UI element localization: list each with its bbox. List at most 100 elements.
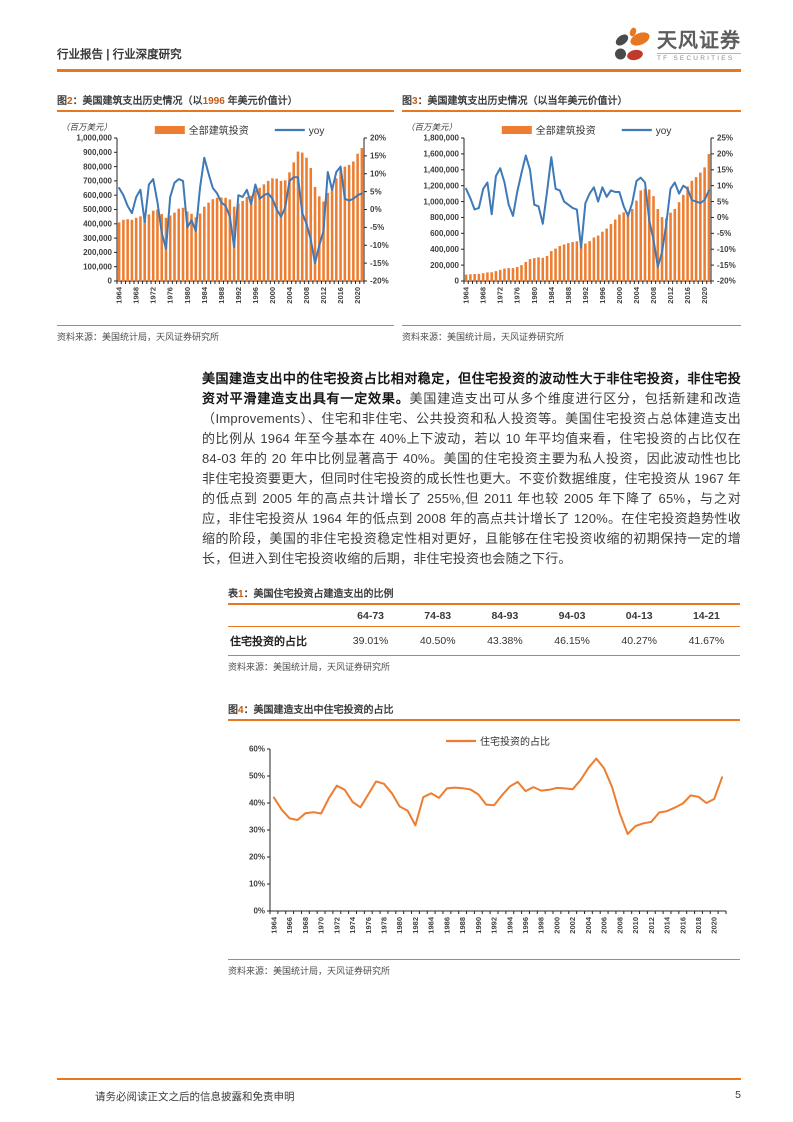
svg-text:1972: 1972 xyxy=(496,287,505,304)
table-col-header: 64-73 xyxy=(337,605,405,627)
figure-3-caption-text: 图3：美国建筑支出历史情况（以当年美元价值计） xyxy=(402,96,628,107)
svg-text:1996: 1996 xyxy=(598,287,607,304)
table-col-header: 74-83 xyxy=(404,605,472,627)
svg-text:1994: 1994 xyxy=(505,916,514,934)
page-header: 行业报告 | 行业深度研究 天风证券 TF SECURITIES xyxy=(57,0,741,72)
svg-text:yoy: yoy xyxy=(309,126,325,137)
svg-text:-15%: -15% xyxy=(370,259,389,268)
figure-3-source: 资料来源：美国统计局，天风证券研究所 xyxy=(402,325,741,343)
svg-text:1992: 1992 xyxy=(490,917,499,934)
table-cell-value: 43.38% xyxy=(471,626,539,656)
svg-text:600,000: 600,000 xyxy=(83,191,112,200)
table-1-caption-text: 表1：美国住宅投资占建造支出的比例 xyxy=(228,589,394,600)
svg-text:1978: 1978 xyxy=(380,917,389,934)
svg-text:2004: 2004 xyxy=(584,916,593,934)
svg-text:20%: 20% xyxy=(370,134,386,143)
table-header-row: 64-73 74-83 84-93 94-03 04-13 14-21 xyxy=(228,605,740,627)
svg-text:1976: 1976 xyxy=(166,287,175,304)
svg-text:1966: 1966 xyxy=(285,917,294,934)
svg-text:2008: 2008 xyxy=(649,287,658,304)
svg-text:1998: 1998 xyxy=(537,917,546,934)
svg-text:-10%: -10% xyxy=(370,241,389,250)
svg-text:100,000: 100,000 xyxy=(83,262,112,271)
svg-text:1968: 1968 xyxy=(479,287,488,304)
svg-text:1,000,000: 1,000,000 xyxy=(423,197,459,206)
svg-text:住宅投资的占比: 住宅投资的占比 xyxy=(480,735,550,748)
svg-text:30%: 30% xyxy=(249,826,265,835)
svg-text:1984: 1984 xyxy=(200,286,209,304)
tf-securities-logo: 天风证券 TF SECURITIES xyxy=(612,26,741,66)
table-cell-value: 40.27% xyxy=(605,626,673,656)
svg-text:40%: 40% xyxy=(249,799,265,808)
svg-text:2020: 2020 xyxy=(700,287,709,304)
svg-text:全部建筑投资: 全部建筑投资 xyxy=(536,124,596,137)
svg-text:2012: 2012 xyxy=(666,287,675,304)
svg-text:2016: 2016 xyxy=(336,287,345,304)
svg-text:2000: 2000 xyxy=(552,917,561,934)
figure-4-caption: 图4：美国建造支出中住宅投资的占比 xyxy=(228,701,740,721)
svg-text:400,000: 400,000 xyxy=(430,245,459,254)
table-cell-value: 40.50% xyxy=(404,626,472,656)
svg-text:20%: 20% xyxy=(717,150,733,159)
svg-text:1992: 1992 xyxy=(581,287,590,304)
table-col-header: 94-03 xyxy=(538,605,606,627)
svg-text:2002: 2002 xyxy=(568,917,577,934)
svg-text:yoy: yoy xyxy=(656,126,672,137)
svg-text:800,000: 800,000 xyxy=(83,162,112,171)
brand-name-en: TF SECURITIES xyxy=(657,52,741,62)
table-row-label: 住宅投资的占比 xyxy=(228,626,337,656)
svg-text:-5%: -5% xyxy=(717,229,731,238)
svg-text:200,000: 200,000 xyxy=(83,248,112,257)
svg-text:20%: 20% xyxy=(249,853,265,862)
svg-text:600,000: 600,000 xyxy=(430,229,459,238)
svg-text:700,000: 700,000 xyxy=(83,177,112,186)
svg-text:2020: 2020 xyxy=(710,917,719,934)
svg-text:5%: 5% xyxy=(370,187,382,196)
svg-text:2014: 2014 xyxy=(663,916,672,934)
svg-text:1970: 1970 xyxy=(317,917,326,934)
figure-2-source: 资料来源：美国统计局，天风证券研究所 xyxy=(57,325,394,343)
table-cell-value: 39.01% xyxy=(337,626,405,656)
svg-text:1964: 1964 xyxy=(115,286,124,304)
svg-text:1996: 1996 xyxy=(521,917,530,934)
svg-text:400,000: 400,000 xyxy=(83,220,112,229)
svg-text:1,800,000: 1,800,000 xyxy=(423,134,459,143)
footer-disclaimer: 请务必阅读正文之后的信息披露和免责申明 xyxy=(95,1091,295,1103)
brand-name-cn: 天风证券 xyxy=(657,29,741,52)
table-row: 住宅投资的占比 39.01% 40.50% 43.38% 46.15% 40.27% 41.… xyxy=(228,626,740,656)
svg-text:-10%: -10% xyxy=(717,245,736,254)
svg-text:1972: 1972 xyxy=(332,917,341,934)
svg-text:1,400,000: 1,400,000 xyxy=(423,165,459,174)
table-1-caption: 表1：美国住宅投资占建造支出的比例 xyxy=(228,585,740,605)
paragraph-body-text: 美国建造支出可从多个维度进行区分，包括新建和改造（Improvements）、住… xyxy=(202,391,741,566)
svg-text:50%: 50% xyxy=(249,772,265,781)
table-1-block: 表1：美国住宅投资占建造支出的比例 64-73 74-83 84-93 94-03 04… xyxy=(228,585,740,673)
svg-text:2018: 2018 xyxy=(694,917,703,934)
residential-share-table: 64-73 74-83 84-93 94-03 04-13 14-21 住宅投资的占比 39… xyxy=(228,605,740,656)
figure-4: 图4：美国建造支出中住宅投资的占比 0% 10% 20% 30% 40% 50% 60% 19… xyxy=(228,701,740,977)
table-col-header xyxy=(228,605,337,627)
svg-text:2004: 2004 xyxy=(285,286,294,304)
svg-text:1968: 1968 xyxy=(132,287,141,304)
figure-3-caption: 图3：美国建筑支出历史情况（以当年美元价值计） xyxy=(402,92,741,112)
svg-text:10%: 10% xyxy=(370,169,386,178)
svg-text:0%: 0% xyxy=(370,205,382,214)
figures-row: 图2：美国建筑支出历史情况（以1996 年美元价值计） 0 100,000 200,… xyxy=(57,92,741,343)
tf-logo-text: 天风证券 TF SECURITIES xyxy=(657,31,741,62)
svg-text:200,000: 200,000 xyxy=(430,261,459,270)
tf-logo-petals-icon xyxy=(615,27,650,61)
table-body-rows: 住宅投资的占比 39.01% 40.50% 43.38% 46.15% 40.27% 41.… xyxy=(228,626,740,656)
svg-text:1980: 1980 xyxy=(395,917,404,934)
svg-text:1986: 1986 xyxy=(442,917,451,934)
svg-text:2012: 2012 xyxy=(319,287,328,304)
svg-text:2008: 2008 xyxy=(615,917,624,934)
page-footer: 请务必阅读正文之后的信息披露和免责申明 5 xyxy=(57,1078,741,1104)
svg-text:2016: 2016 xyxy=(678,917,687,934)
svg-text:2012: 2012 xyxy=(647,917,656,934)
svg-text:1968: 1968 xyxy=(301,917,310,934)
svg-text:500,000: 500,000 xyxy=(83,205,112,214)
svg-text:2004: 2004 xyxy=(632,286,641,304)
body-paragraph: 美国建造支出中的住宅投资占比相对稳定，但住宅投资的波动性大于非住宅投资，非住宅投… xyxy=(202,369,741,569)
figure-2-chart: 0 100,000 200,000 300,000 400,000 500,000 600,… xyxy=(57,112,394,324)
